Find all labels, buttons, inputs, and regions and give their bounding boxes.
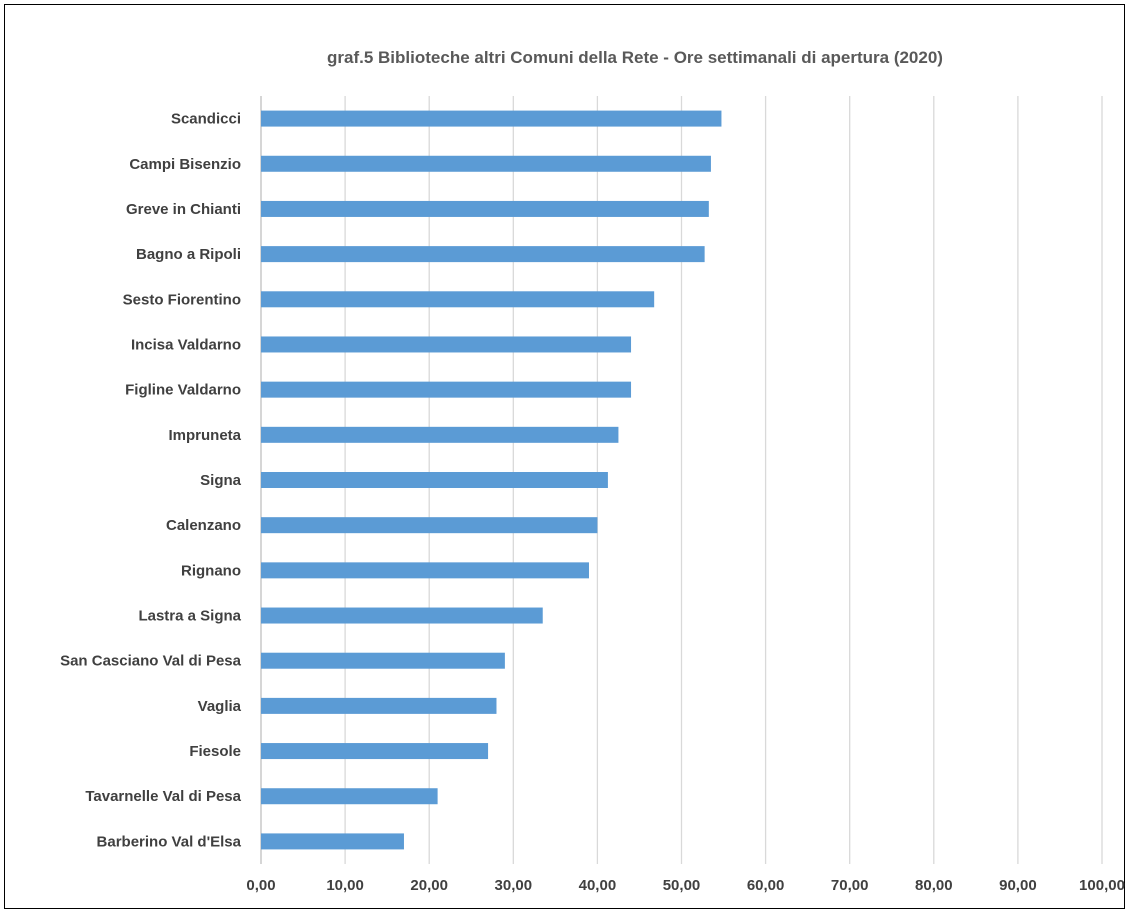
bar [261, 291, 655, 308]
category-label: Campi Bisenzio [129, 156, 241, 173]
category-label: Tavarnelle Val di Pesa [85, 788, 241, 805]
category-label: Rignano [181, 562, 241, 579]
category-labels: Scandicci Campi Bisenzio Greve in Chianti B… [60, 111, 242, 851]
bar [261, 743, 489, 760]
bar [261, 607, 543, 624]
category-label: Scandicci [171, 111, 241, 128]
x-tick-label: 30,00 [495, 877, 533, 894]
x-tick-label: 10,00 [326, 877, 364, 894]
bar [261, 155, 711, 172]
bars [261, 110, 722, 850]
category-label: Incisa Valdarno [131, 336, 241, 353]
category-label: Barberino Val d'Elsa [97, 833, 242, 850]
x-tick-label: 90,00 [999, 877, 1037, 894]
bar [261, 788, 438, 805]
x-tick-label: 40,00 [579, 877, 617, 894]
category-label: Lastra a Signa [138, 608, 241, 625]
bar [261, 336, 632, 353]
bar [261, 426, 619, 443]
bar [261, 517, 598, 534]
x-tick-labels: 0,00 10,00 20,00 30,00 40,00 50,00 60,00 70,00 8… [246, 877, 1125, 894]
bar [261, 381, 632, 398]
category-label: Calenzano [166, 517, 241, 534]
x-tick-label: 70,00 [831, 877, 869, 894]
category-label: Bagno a Ripoli [136, 246, 241, 263]
x-tick-label: 20,00 [410, 877, 448, 894]
category-label: Greve in Chianti [126, 201, 241, 218]
chart-frame: graf.5 Biblioteche altri Comuni della Re… [4, 4, 1125, 909]
category-label: Vaglia [198, 698, 242, 715]
chart-title: graf.5 Biblioteche altri Comuni della Re… [327, 48, 943, 67]
bar [261, 562, 589, 579]
x-tick-label: 80,00 [915, 877, 953, 894]
bar [261, 697, 497, 714]
category-label: Figline Valdarno [125, 382, 241, 399]
bar [261, 200, 709, 217]
bar [261, 472, 608, 488]
category-label: Fiesole [189, 743, 241, 760]
category-label: Impruneta [168, 427, 241, 444]
x-tick-label: 50,00 [663, 877, 701, 894]
x-tick-label: 60,00 [747, 877, 785, 894]
bar [261, 110, 722, 127]
category-label: Sesto Fiorentino [123, 291, 241, 308]
category-label: San Casciano Val di Pesa [60, 653, 242, 670]
bar [261, 652, 505, 669]
bar [261, 246, 705, 263]
bar [261, 833, 404, 850]
x-tick-label: 100,00 [1079, 877, 1125, 894]
x-tick-label: 0,00 [246, 877, 275, 894]
chart-svg: graf.5 Biblioteche altri Comuni della Re… [60, 48, 1125, 894]
category-label: Signa [200, 472, 241, 489]
